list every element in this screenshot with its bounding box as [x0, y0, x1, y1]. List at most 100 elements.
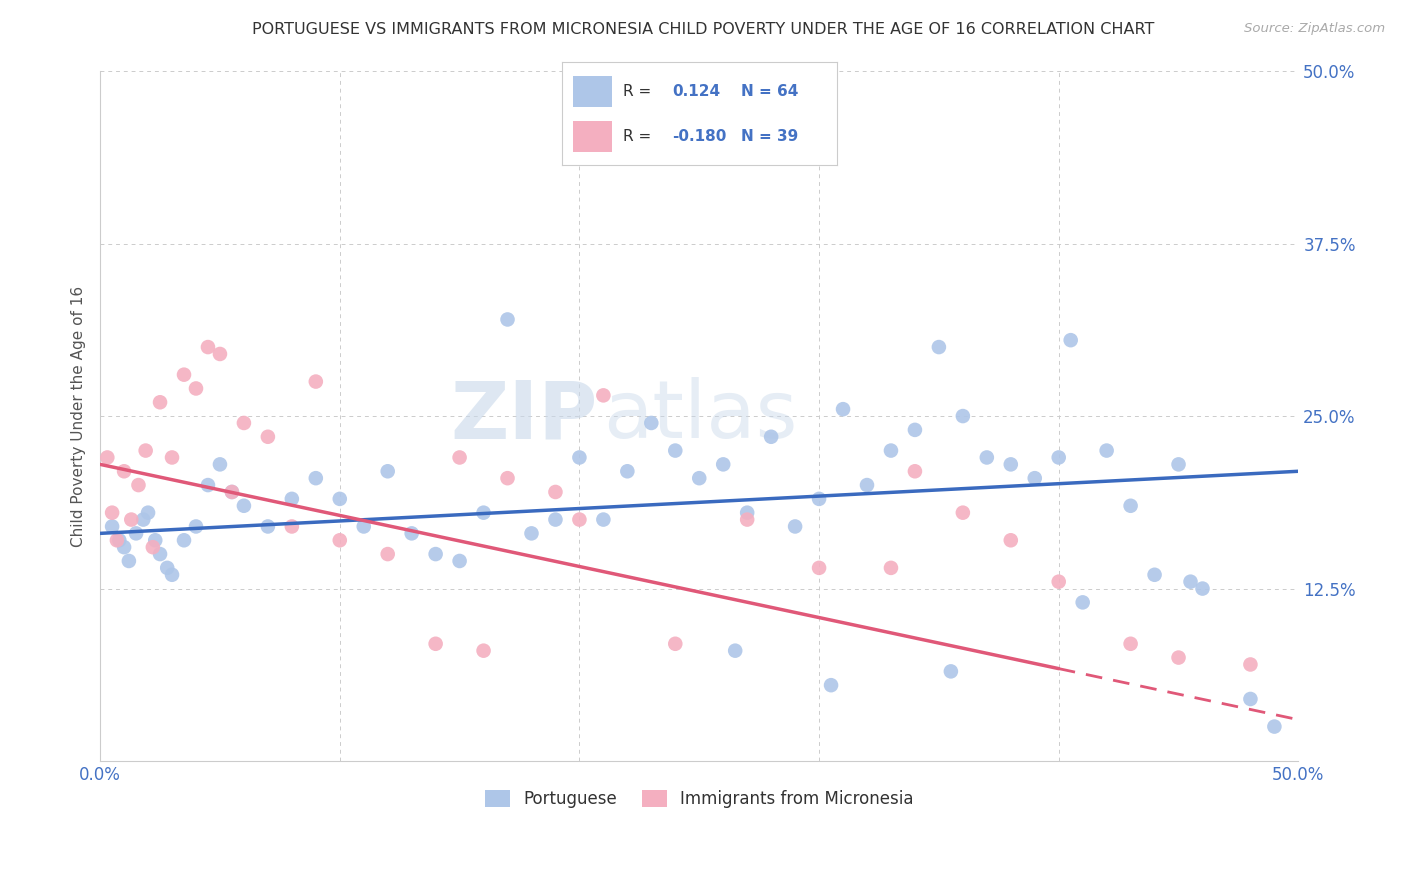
Point: [232, 416, 254, 430]
Point: [135, 443, 157, 458]
Point: [568, 450, 591, 465]
Text: Source: ZipAtlas.com: Source: ZipAtlas.com: [1244, 22, 1385, 36]
Point: [184, 519, 207, 533]
Point: [724, 643, 747, 657]
Point: [856, 478, 879, 492]
Point: [1143, 567, 1166, 582]
Point: [544, 485, 567, 500]
Point: [735, 506, 758, 520]
Point: [1060, 333, 1083, 347]
Point: [105, 533, 128, 548]
Point: [664, 637, 686, 651]
Point: [377, 547, 399, 561]
Point: [785, 519, 807, 533]
Y-axis label: Child Poverty Under the Age of 16: Child Poverty Under the Age of 16: [72, 285, 86, 547]
Point: [568, 512, 591, 526]
Point: [197, 478, 219, 492]
Point: [184, 382, 207, 396]
Point: [101, 519, 124, 533]
Point: [1000, 458, 1022, 472]
Point: [496, 312, 519, 326]
Point: [449, 554, 471, 568]
Point: [1239, 657, 1261, 672]
Point: [101, 506, 124, 520]
Point: [520, 526, 543, 541]
Point: [401, 526, 423, 541]
Text: R =: R =: [623, 128, 655, 144]
Point: [120, 512, 142, 526]
Text: atlas: atlas: [603, 377, 797, 455]
Text: PORTUGUESE VS IMMIGRANTS FROM MICRONESIA CHILD POVERTY UNDER THE AGE OF 16 CORRE: PORTUGUESE VS IMMIGRANTS FROM MICRONESIA…: [252, 22, 1154, 37]
Point: [108, 533, 131, 548]
Point: [257, 519, 280, 533]
Point: [1047, 574, 1070, 589]
Point: [808, 491, 831, 506]
Point: [329, 533, 352, 548]
Point: [544, 512, 567, 526]
Point: [118, 554, 141, 568]
Text: 0.124: 0.124: [672, 84, 720, 99]
Point: [880, 561, 903, 575]
Point: [1263, 720, 1285, 734]
Point: [149, 395, 172, 409]
Point: [96, 450, 118, 465]
Point: [221, 485, 243, 500]
Point: [1024, 471, 1046, 485]
Point: [592, 388, 614, 402]
Point: [904, 464, 927, 478]
Point: [221, 485, 243, 500]
Point: [1239, 692, 1261, 706]
Point: [592, 512, 614, 526]
Point: [976, 450, 998, 465]
Point: [472, 506, 495, 520]
Point: [1180, 574, 1202, 589]
Point: [1000, 533, 1022, 548]
Point: [1167, 650, 1189, 665]
Point: [127, 478, 149, 492]
Legend: Portuguese, Immigrants from Micronesia: Portuguese, Immigrants from Micronesia: [478, 783, 921, 815]
Point: [820, 678, 842, 692]
Point: [1119, 637, 1142, 651]
Point: [880, 443, 903, 458]
Point: [112, 540, 135, 554]
Text: -0.180: -0.180: [672, 128, 727, 144]
Point: [142, 540, 165, 554]
Point: [143, 533, 166, 548]
Point: [664, 443, 686, 458]
Point: [353, 519, 375, 533]
Point: [425, 547, 447, 561]
Point: [173, 533, 195, 548]
Point: [808, 561, 831, 575]
Point: [1071, 595, 1094, 609]
Point: [1167, 458, 1189, 472]
Point: [208, 458, 231, 472]
Point: [132, 512, 155, 526]
Point: [281, 519, 304, 533]
Point: [125, 526, 148, 541]
Point: [160, 567, 183, 582]
Point: [1095, 443, 1118, 458]
FancyBboxPatch shape: [574, 121, 612, 152]
Point: [939, 665, 962, 679]
Text: ZIP: ZIP: [450, 377, 598, 455]
Point: [735, 512, 758, 526]
Point: [329, 491, 352, 506]
Point: [305, 471, 328, 485]
Point: [257, 430, 280, 444]
Point: [173, 368, 195, 382]
Point: [149, 547, 172, 561]
Point: [1119, 499, 1142, 513]
Point: [640, 416, 662, 430]
Point: [472, 643, 495, 657]
Point: [759, 430, 782, 444]
Point: [832, 402, 855, 417]
Point: [688, 471, 710, 485]
Point: [1047, 450, 1070, 465]
Point: [305, 375, 328, 389]
Point: [377, 464, 399, 478]
Point: [232, 499, 254, 513]
Point: [928, 340, 950, 354]
Point: [281, 491, 304, 506]
Text: R =: R =: [623, 84, 655, 99]
Point: [904, 423, 927, 437]
